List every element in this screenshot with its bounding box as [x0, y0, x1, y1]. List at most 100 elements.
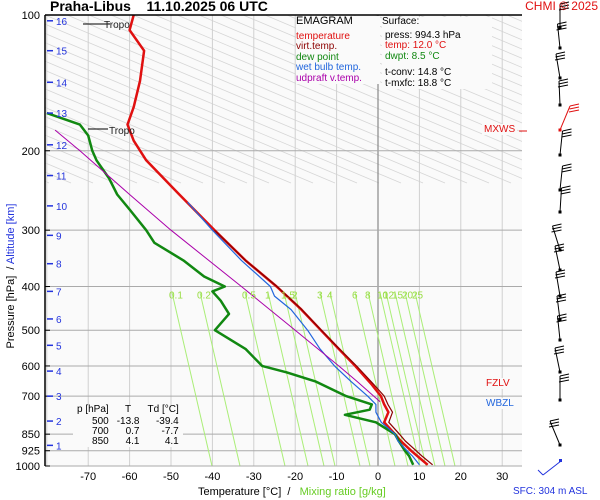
wind-barb-shaft	[559, 130, 563, 156]
y-tick-label: 400	[22, 282, 40, 294]
wind-barb-flag	[556, 24, 567, 28]
copyright-label: CHMI © 2025	[525, 0, 598, 13]
altitude-tick-label: 8	[56, 260, 62, 271]
wind-barb-dot	[558, 210, 562, 214]
dry-adiabat-line	[220, 15, 522, 142]
wind-barb-shaft	[555, 271, 561, 297]
wind-barb-flag	[558, 81, 569, 85]
table-cell: 700	[92, 426, 109, 437]
x-tick-label: 30	[496, 471, 508, 483]
wind-barb-dot	[558, 153, 562, 157]
legend-item-dew-point: dew point	[296, 51, 339, 63]
wind-barb-flag	[561, 169, 572, 173]
legend-item-temperature: temperature	[296, 30, 350, 42]
wind-barb-dot	[558, 318, 562, 322]
altitude-tick-label: 6	[56, 315, 62, 326]
table-header-p: p [hPa]	[77, 404, 109, 415]
dry-adiabat-line	[45, 153, 116, 184]
dry-adiabat-line	[45, 51, 358, 184]
x-tick-label: 10	[413, 471, 425, 483]
dry-adiabat-line	[45, 134, 160, 184]
mixing-ratio-label: 25	[412, 291, 424, 302]
dry-adiabat-line	[88, 15, 490, 184]
mixing-ratio-line	[171, 292, 213, 466]
legend-title: EMAGRAM	[296, 15, 353, 27]
mixing-ratio-line	[283, 292, 325, 466]
altitude-tick-label: 4	[56, 367, 62, 378]
wind-barb-flag	[553, 351, 565, 355]
wind-barb-flag	[551, 226, 562, 230]
wind-barb-flag	[556, 296, 567, 300]
wind-barb-flag	[552, 223, 562, 227]
dry-adiabat-line	[132, 15, 522, 179]
altitude-tick-label: 13	[56, 109, 68, 120]
wind-barb-dot	[558, 128, 562, 132]
mixing-ratio-label: 6	[352, 291, 358, 302]
wind-barb-flag	[555, 51, 566, 55]
surface-info: Surface: press: 994.3 hPa temp: 12.0 °C …	[382, 16, 492, 89]
surface-press: press: 994.3 hPa	[385, 29, 461, 41]
table-cell: -13.8	[116, 416, 140, 427]
legend-item-wet-bulb: wet bulb temp.	[296, 62, 362, 73]
dry-adiabat-line	[110, 15, 512, 184]
y-tick-label: 600	[22, 361, 40, 373]
x-axis-label: Temperature [°C] / Mixing ratio [g/kg]	[198, 486, 386, 498]
wind-barb-dot	[558, 248, 562, 252]
wind-barb-shaft	[557, 315, 561, 341]
x-tick-label: -20	[287, 471, 303, 483]
table-row: 850 4.1 4.1	[73, 437, 183, 447]
wind-barb-flag	[561, 185, 571, 189]
chart-title: Praha-Libus 11.10.2025 06 UTC	[50, 0, 268, 14]
altitude-tick-label: 14	[56, 78, 68, 89]
wind-barb-flag	[559, 376, 570, 380]
mixing-ratio-line	[414, 292, 456, 466]
mixing-ratio-label: 2	[292, 291, 298, 302]
surface-tmxfc: t-mxfc: 18.8 °C	[385, 77, 452, 89]
wind-barb-flag	[556, 316, 567, 320]
wind-barb-shaft	[559, 165, 563, 191]
wind-barb-flag	[561, 166, 572, 170]
mixing-ratio-label: 0.2	[197, 291, 211, 302]
altitude-tick-label: 16	[56, 17, 68, 28]
altitude-tick-label: 2	[56, 417, 62, 428]
dry-adiabat-line	[45, 70, 314, 184]
altitude-tick-label: 9	[56, 231, 62, 242]
sfc-wind-flag	[537, 469, 544, 476]
wind-barb-flag	[558, 7, 570, 11]
wind-barb-flag	[556, 319, 567, 323]
wind-barb-flag	[557, 84, 569, 88]
surface-tconv: t-conv: 14.8 °C	[385, 67, 452, 78]
wbzl-marker: WBZL	[484, 398, 516, 409]
wind-barb-flag	[558, 379, 570, 383]
wind-barb-flag	[554, 57, 566, 61]
wind-barb-flag	[560, 188, 571, 192]
mixing-ratio-line	[267, 292, 309, 466]
dry-adiabat-line	[529, 15, 600, 183]
wind-barb-flag	[556, 293, 567, 297]
y-axis-label: Pressure [hPa] / Altitude [km]	[5, 201, 17, 351]
wind-barb-flag	[554, 348, 565, 352]
wind-barb-flag	[554, 246, 565, 250]
wind-barb-shaft	[559, 187, 562, 213]
y-tick-label: 850	[22, 429, 40, 441]
wind-barb-dot	[558, 398, 562, 402]
wind-barb-shaft	[555, 53, 561, 79]
y-tick-label: 1000	[16, 461, 40, 473]
mixing-ratio-label: 0.1	[169, 291, 183, 302]
dry-adiabat-line	[0, 15, 5, 183]
mixing-ratio-label: 1	[265, 291, 271, 302]
legend-item-virt-temp: virt.temp.	[296, 41, 338, 52]
table-cell: -7.7	[161, 426, 179, 437]
wind-barb-dot	[558, 76, 562, 80]
altitude-tick-label: 5	[56, 341, 62, 352]
dry-adiabat-line	[66, 15, 468, 184]
table-header-t: T	[125, 404, 132, 415]
table-cell: 4.1	[125, 436, 140, 447]
legend-item-updraft: udpraft v.temp.	[296, 72, 362, 84]
table-cell: 850	[92, 436, 109, 447]
wind-barb-flag	[561, 134, 572, 138]
dry-adiabat-line	[45, 125, 182, 184]
wind-barb-flag	[555, 299, 567, 303]
wind-barb-flag	[569, 106, 580, 110]
